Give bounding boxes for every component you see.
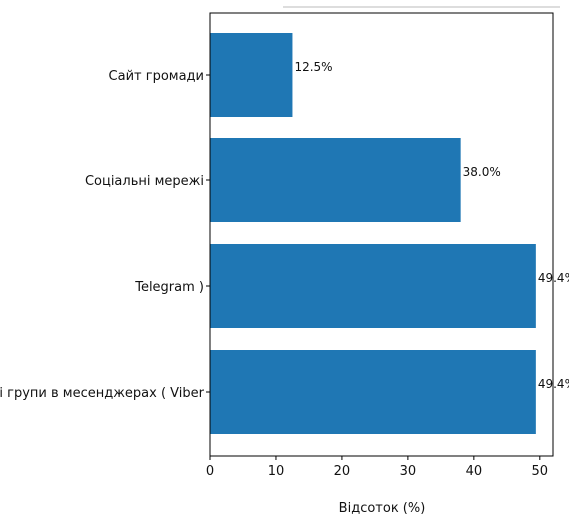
y-tick-label-2: Соціальні мережі [85, 174, 204, 189]
plot-frame [209, 12, 554, 457]
y-axis: Сайт громади Соціальні мережі Telegram ) Мі… [0, 69, 210, 401]
bar-3 [210, 244, 536, 328]
bar-4 [210, 350, 536, 434]
x-tick-label-3: 20 [334, 464, 351, 479]
x-tick-label-5: 40 [466, 464, 483, 479]
y-tick-label-3: Telegram ) [134, 280, 204, 295]
x-tick-label-1: 0 [206, 464, 214, 479]
bar-1 [210, 33, 293, 117]
y-tick-label-4: Місцеві групи в месенджерах ( Viber [0, 386, 205, 401]
y-tick-label-1: Сайт громади [109, 69, 204, 84]
bar-2 [210, 138, 461, 222]
x-tick-label-6: 50 [532, 464, 549, 479]
x-axis-label: Відсоток (%) [339, 501, 426, 516]
x-tick-label-2: 10 [268, 464, 285, 479]
data-labels-group: 12.5%38.0%49.4%49.4% [294, 60, 569, 391]
x-axis: 0 10 20 30 40 50 [206, 456, 548, 479]
x-tick-label-4: 30 [400, 464, 417, 479]
data-label-2: 38.0% [463, 165, 501, 179]
bars-group [210, 33, 536, 434]
data-label-1: 12.5% [294, 60, 332, 74]
